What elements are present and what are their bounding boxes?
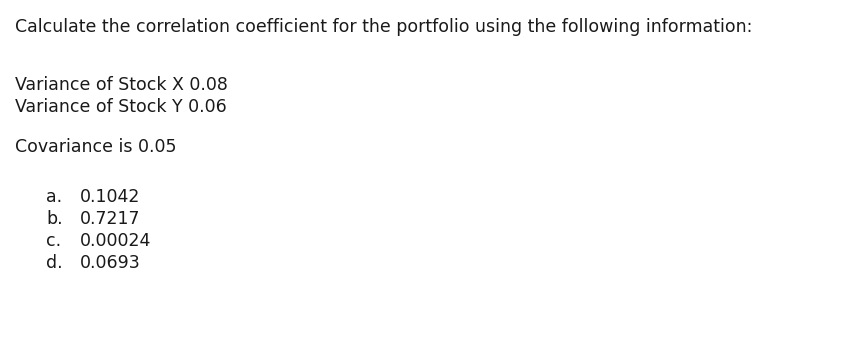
Text: 0.7217: 0.7217 bbox=[80, 210, 141, 228]
Text: a.: a. bbox=[46, 188, 62, 206]
Text: Variance of Stock X 0.08: Variance of Stock X 0.08 bbox=[15, 76, 228, 94]
Text: b.: b. bbox=[46, 210, 63, 228]
Text: c.: c. bbox=[46, 232, 61, 250]
Text: d.: d. bbox=[46, 254, 63, 272]
Text: 0.00024: 0.00024 bbox=[80, 232, 152, 250]
Text: 0.0693: 0.0693 bbox=[80, 254, 141, 272]
Text: Covariance is 0.05: Covariance is 0.05 bbox=[15, 138, 177, 156]
Text: Calculate the correlation coefficient for the portfolio using the following info: Calculate the correlation coefficient fo… bbox=[15, 18, 753, 36]
Text: 0.1042: 0.1042 bbox=[80, 188, 141, 206]
Text: Variance of Stock Y 0.06: Variance of Stock Y 0.06 bbox=[15, 98, 226, 116]
